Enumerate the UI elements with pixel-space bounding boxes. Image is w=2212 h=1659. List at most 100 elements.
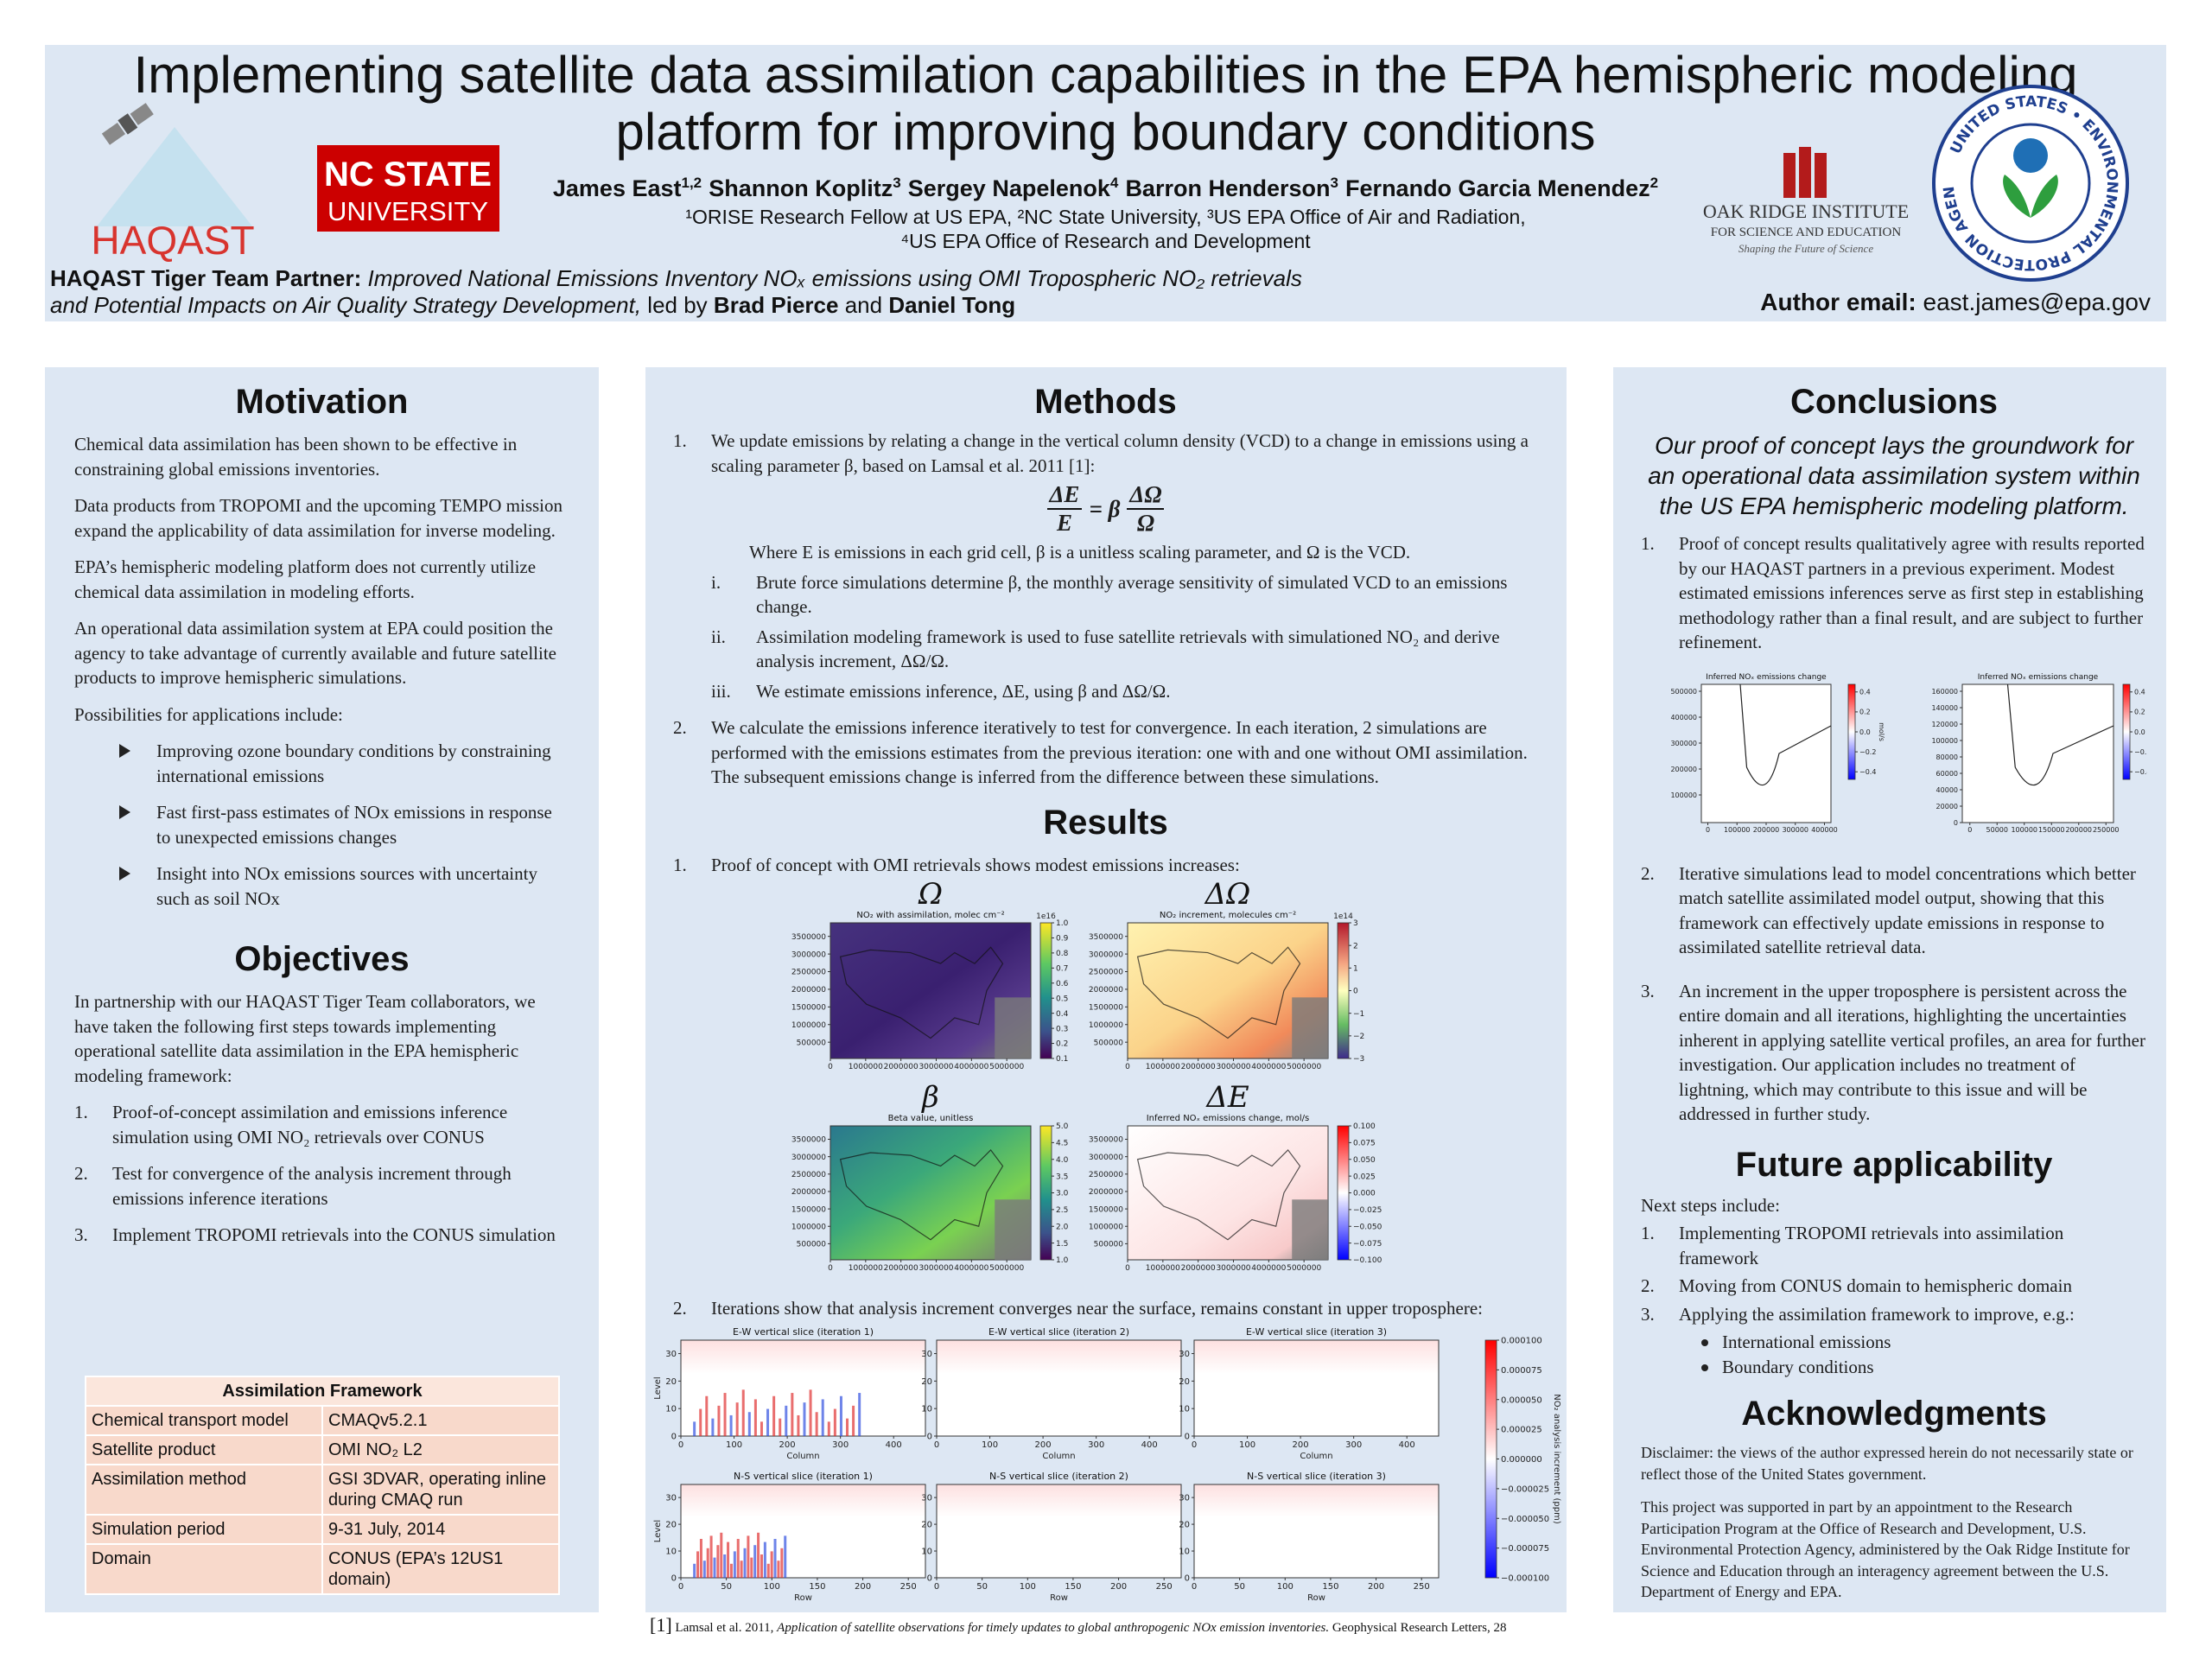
y-tick-label: 2500000: [1089, 1171, 1123, 1179]
x-tick-label: 150000: [2038, 826, 2065, 834]
x-tick-label: 150: [1065, 1582, 1081, 1592]
slice-streak: [780, 1548, 784, 1578]
authors: James East1,2 Shannon Koplitz3 Sergey Nape…: [45, 175, 2166, 202]
map-ocean: [1292, 997, 1328, 1058]
colorbar-label: 0.5: [1056, 995, 1068, 1003]
slice-streak: [741, 1389, 745, 1436]
slice-streak: [727, 1541, 730, 1578]
slice-streak: [839, 1395, 842, 1436]
x-tick-label: 5000000: [1287, 1264, 1321, 1273]
colorbar-label: −3: [1353, 1055, 1364, 1064]
colorbar-label: 0.4: [1056, 1010, 1069, 1019]
y-tick-label: 0: [927, 1433, 932, 1442]
y-axis-label: Level: [653, 1376, 663, 1399]
reference-authors: Lamsal et al. 2011,: [675, 1621, 774, 1635]
partner-project: and Potential Impacts on Air Quality Str…: [50, 292, 642, 318]
item-text: Assimilation modeling framework is used …: [756, 626, 1500, 672]
bullet-text: Insight into NOx emissions sources with …: [156, 863, 537, 909]
slice-streak: [696, 1551, 700, 1578]
item-text: Applying the assimilation framework to i…: [1679, 1303, 2075, 1325]
item-number: 1.: [1641, 1223, 1655, 1243]
slice-streak: [833, 1408, 836, 1436]
slice-streak: [729, 1563, 733, 1578]
x-tick-label: 5000000: [989, 1264, 1024, 1273]
table-row: Assimilation Framework: [85, 1376, 560, 1407]
slice-streak: [809, 1389, 812, 1436]
led-by: led by: [647, 292, 708, 318]
reference: [1] Lamsal et al. 2011, Application of s…: [650, 1614, 1506, 1637]
plot-title: Beta value, unitless: [888, 1114, 974, 1123]
x-tick-label: 2000000: [884, 1063, 918, 1071]
item-text: Iterative simulations lead to model conc…: [1679, 862, 2136, 958]
x-tick-label: 4000000: [1251, 1063, 1286, 1071]
author-affiliation: 4: [1109, 175, 1119, 191]
plot-image: [1193, 1484, 1440, 1579]
colorbar-label: 0.7: [1056, 964, 1068, 973]
author-name: James East: [552, 175, 682, 201]
plot-title: N-S vertical slice (iteration 2): [989, 1471, 1128, 1482]
colorbar-label: 1.5: [1056, 1240, 1068, 1249]
y-tick-label: 30: [921, 1350, 932, 1359]
slice-streak: [791, 1393, 794, 1436]
x-tick-label: 1000000: [1146, 1063, 1180, 1071]
table-cell: 9-31 July, 2014: [321, 1514, 560, 1545]
author-name: Sergey Napelenok: [907, 175, 1110, 201]
conclusions-lead: Our proof of concept lays the groundwork…: [1648, 432, 2140, 519]
colorbar-exponent: 1e16: [1036, 912, 1056, 921]
y-tick-label: 100000: [1931, 736, 1958, 744]
y-tick-label: 2500000: [791, 969, 826, 977]
x-tick-label: 3000000: [918, 1264, 953, 1273]
colorbar-label: −0.000025: [1501, 1484, 1549, 1494]
section-heading: Methods: [1034, 383, 1177, 421]
y-tick-label: 2000000: [1089, 1188, 1123, 1197]
map-outline: [1136, 946, 1301, 1039]
x-tick-label: 300: [1088, 1440, 1104, 1450]
eq-part: ΔE: [1046, 481, 1083, 510]
colorbar-label: 0.000000: [1501, 1455, 1542, 1465]
x-tick-label: 400: [1399, 1440, 1415, 1450]
colorbar-label: 1: [1353, 964, 1358, 973]
y-tick-label: 30: [921, 1494, 932, 1503]
rect-element: [118, 113, 138, 135]
slice-streak: [747, 1535, 750, 1578]
list-item: 3. An increment in the upper troposphere …: [1641, 979, 2147, 1127]
author-name: Shannon Koplitz: [709, 175, 893, 201]
paragraph: This project was supported in part by an…: [1641, 1498, 2130, 1600]
y-tick-label: 10: [921, 1405, 932, 1414]
x-tick-label: 300: [1345, 1440, 1362, 1450]
x-tick-label: 100000: [1724, 826, 1751, 834]
slice-streak: [717, 1405, 721, 1436]
x-tick-label: 3000000: [1216, 1264, 1250, 1273]
y-tick-label: 2000000: [1089, 986, 1123, 995]
x-tick-label: 0: [678, 1440, 683, 1450]
x-tick-label: 200: [1035, 1440, 1052, 1450]
section-heading: Results: [1043, 804, 1168, 842]
partner-label: HAQAST Tiger Team Partner:: [50, 265, 362, 291]
x-tick-label: 0: [934, 1440, 939, 1450]
plot-image: [1193, 1339, 1440, 1437]
y-tick-label: 10: [921, 1548, 932, 1557]
list-item: 2. Test for convergence of the analysis i…: [74, 1161, 569, 1211]
item-number: 3.: [74, 1224, 88, 1245]
y-tick-label: 30: [665, 1494, 677, 1503]
item-number: 2.: [673, 717, 687, 738]
x-tick-label: 5000000: [1287, 1063, 1321, 1071]
y-tick-label: 20: [665, 1521, 677, 1530]
g-element: [101, 103, 154, 145]
x-tick-label: 1000000: [1146, 1264, 1180, 1273]
item-number: 2.: [1641, 862, 1655, 884]
y-tick-label: 400000: [1670, 713, 1697, 721]
x-tick-label: 250: [1414, 1582, 1430, 1592]
item-number: 1.: [673, 430, 687, 451]
colorbar-label: 0.9: [1056, 935, 1069, 944]
x-tick-label: 200: [855, 1582, 871, 1592]
author: Fernando Garcia Menendez2: [1345, 175, 1658, 201]
map-outline: [1739, 683, 1832, 785]
partner-line: and Potential Impacts on Air Quality Str…: [50, 292, 1015, 319]
item-text: Test for convergence of the analysis inc…: [112, 1163, 512, 1209]
slice-streak: [766, 1408, 770, 1436]
y-tick-label: 1000000: [1089, 1021, 1123, 1030]
x-tick-label: 400000: [1811, 826, 1838, 834]
item-text: Moving from CONUS domain to hemispheric …: [1679, 1275, 2072, 1296]
item-number: 3.: [1641, 980, 1655, 1001]
